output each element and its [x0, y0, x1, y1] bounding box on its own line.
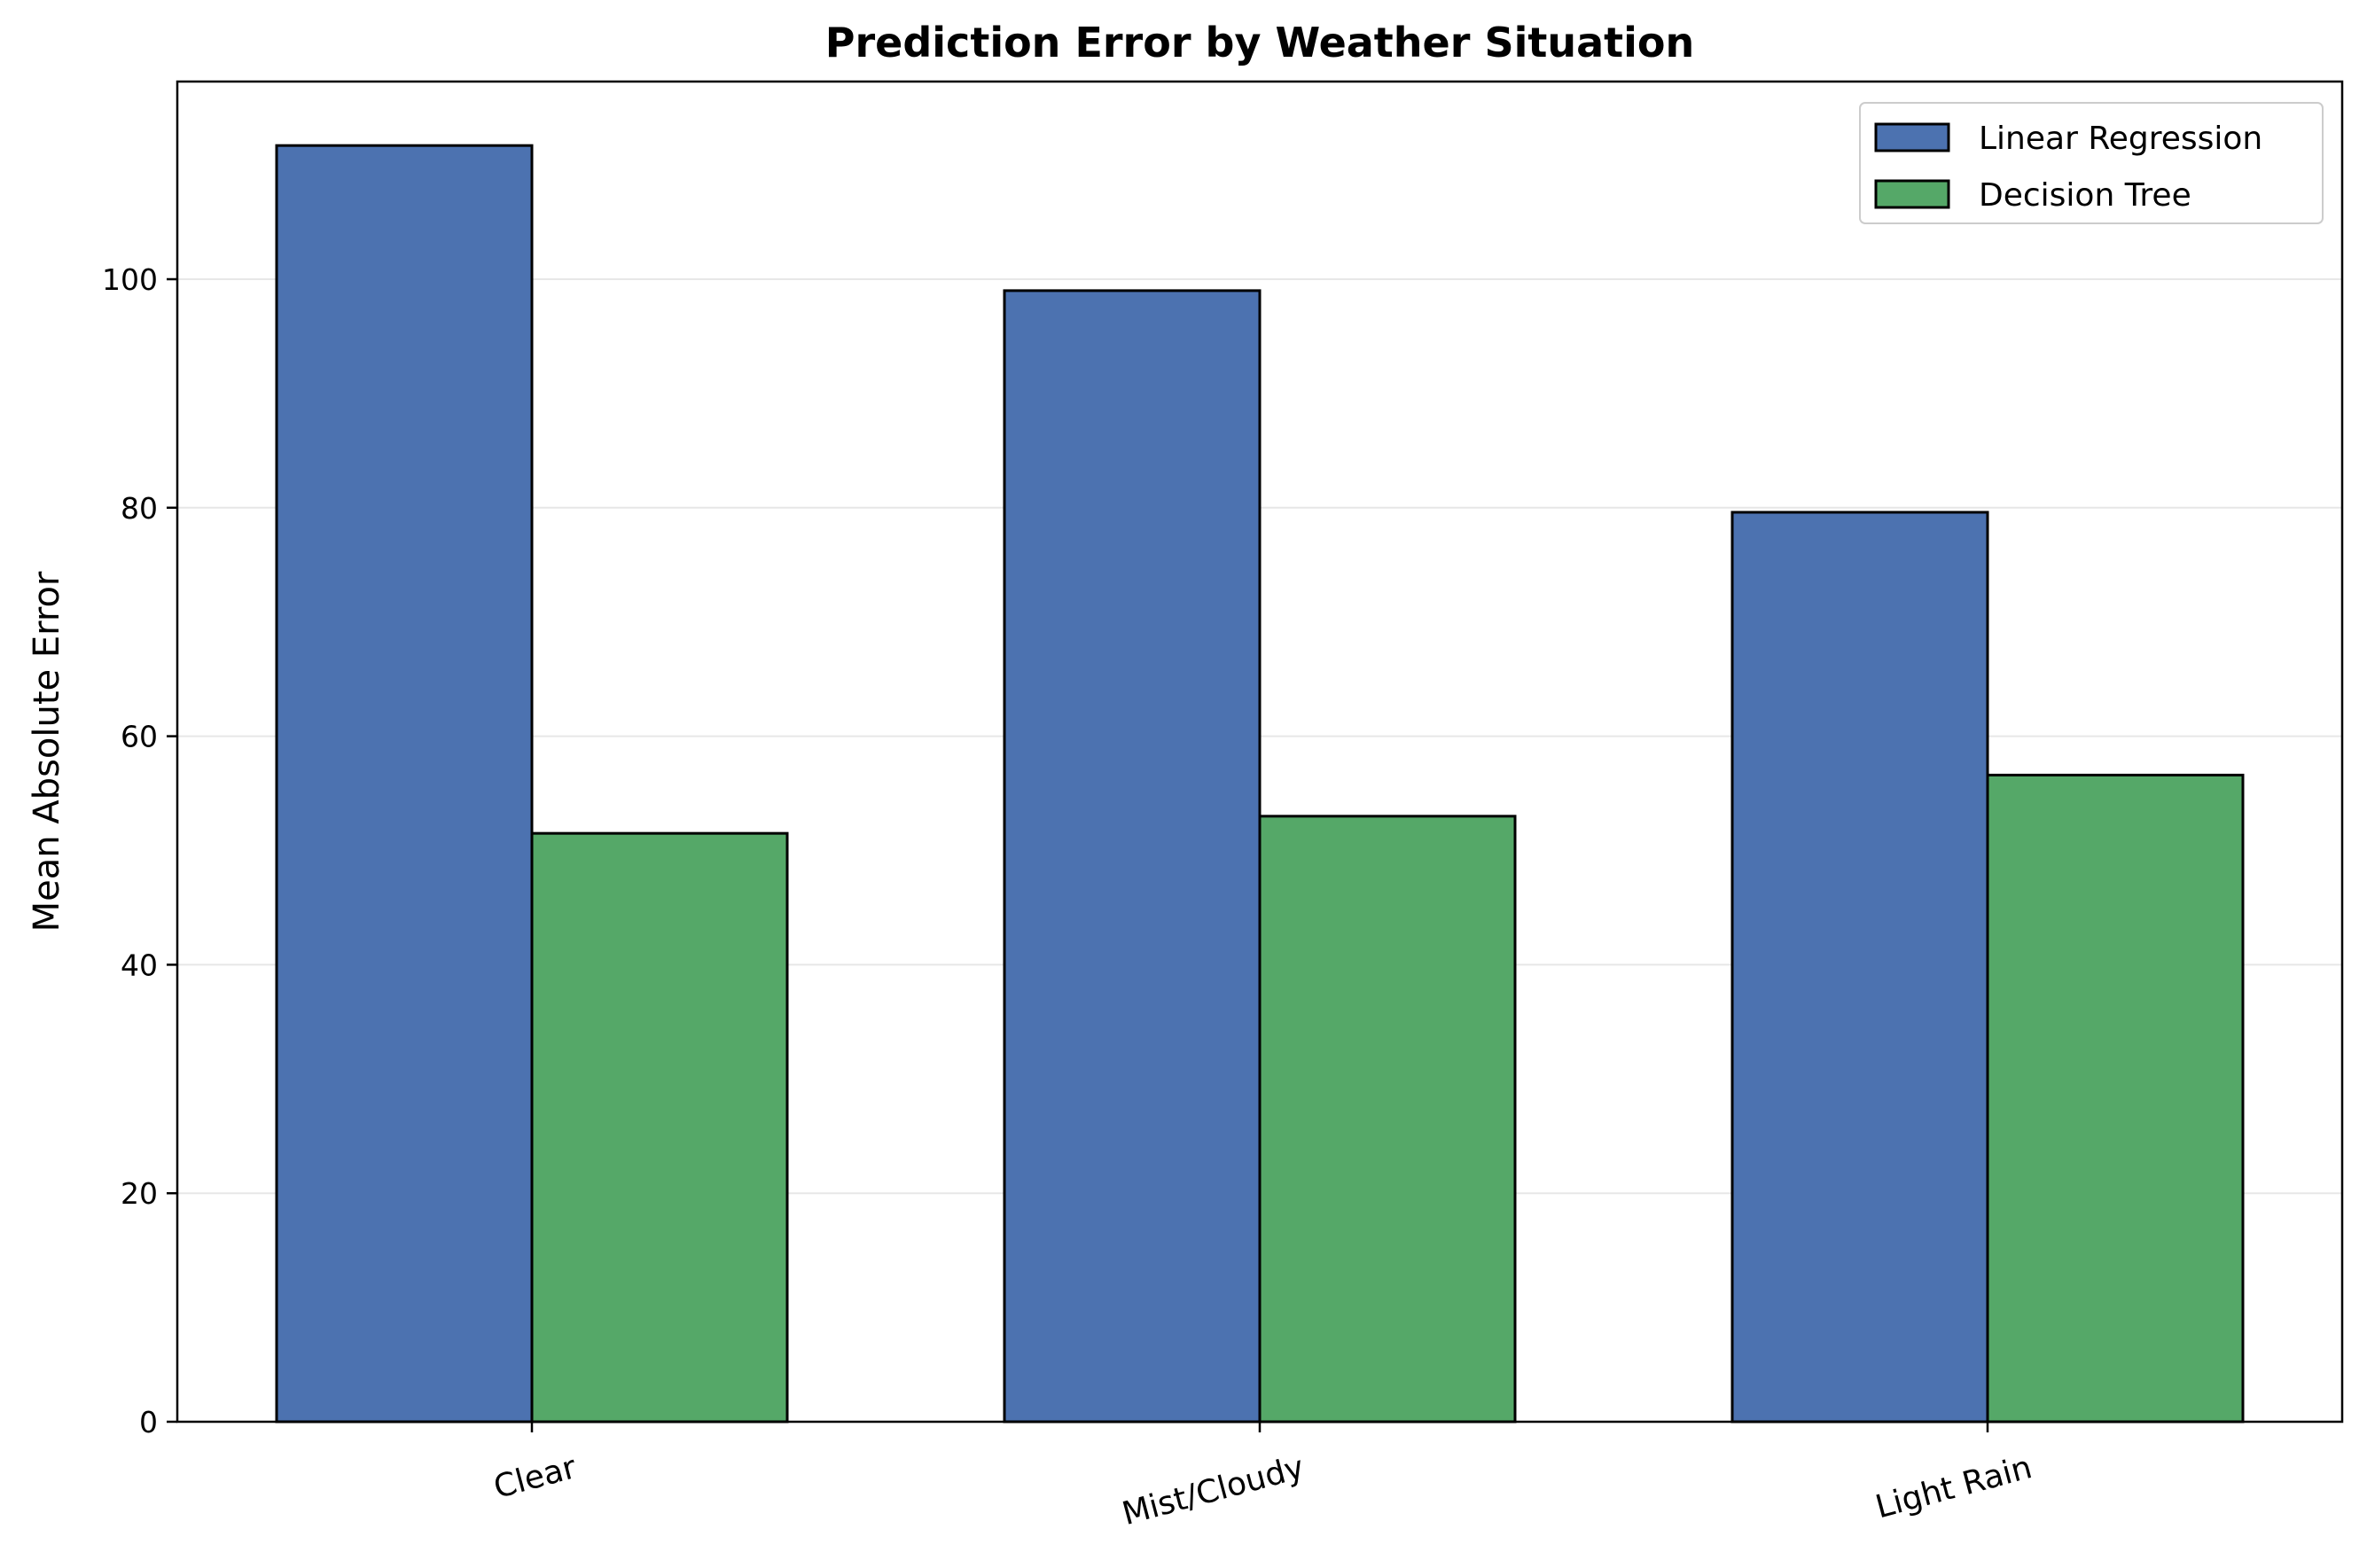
y-tick-label: 40: [121, 948, 158, 982]
legend-frame: [1859, 102, 2324, 224]
y-tick-label: 80: [121, 491, 158, 526]
y-tick-label: 60: [121, 720, 158, 754]
bars: [275, 144, 2245, 1424]
legend-label: Decision Tree: [1979, 177, 2191, 214]
y-tick-label: 0: [139, 1405, 158, 1439]
bar-linear-regression-mist-cloudy: [1003, 289, 1262, 1424]
y-tick-label: 100: [102, 262, 158, 297]
y-axis: 0 20 40 60 80 100: [102, 262, 177, 1439]
bar-linear-regression-clear: [275, 144, 534, 1424]
y-tick-label: 20: [121, 1176, 158, 1211]
legend-swatch: [1874, 122, 1950, 152]
y-axis-label: Mean Absolute Error: [27, 571, 67, 932]
legend: Linear Regression Decision Tree: [1859, 102, 2324, 224]
legend-swatch: [1874, 179, 1950, 209]
bar-decision-tree-clear: [530, 831, 789, 1424]
bar-decision-tree-mist-cloudy: [1258, 815, 1517, 1424]
bar-linear-regression-light-rain: [1730, 511, 1989, 1424]
bar-decision-tree-light-rain: [1986, 773, 2245, 1424]
legend-label: Linear Regression: [1979, 121, 2262, 157]
chart-title: Prediction Error by Weather Situation: [825, 19, 1694, 66]
